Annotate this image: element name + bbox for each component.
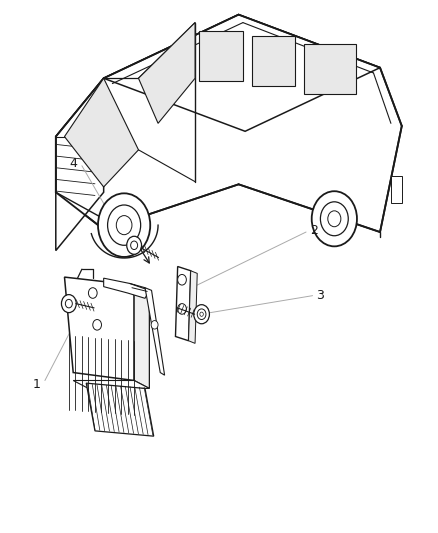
Text: 2: 2	[310, 224, 318, 237]
Circle shape	[312, 191, 357, 246]
Circle shape	[197, 309, 206, 319]
Polygon shape	[73, 381, 149, 389]
Circle shape	[116, 216, 132, 235]
Polygon shape	[188, 271, 197, 343]
Polygon shape	[145, 288, 165, 375]
Circle shape	[194, 305, 209, 324]
Circle shape	[93, 319, 102, 330]
Polygon shape	[138, 22, 195, 123]
Circle shape	[328, 211, 341, 227]
Text: 1: 1	[32, 378, 40, 391]
Polygon shape	[134, 285, 149, 389]
Polygon shape	[391, 176, 402, 203]
Circle shape	[131, 241, 138, 249]
Polygon shape	[176, 266, 191, 341]
Polygon shape	[56, 78, 104, 251]
Polygon shape	[304, 44, 356, 94]
Circle shape	[151, 320, 158, 329]
Circle shape	[108, 205, 141, 245]
Circle shape	[98, 193, 150, 257]
Polygon shape	[199, 30, 243, 81]
Polygon shape	[252, 36, 295, 86]
Polygon shape	[64, 78, 138, 187]
Polygon shape	[104, 278, 149, 298]
Polygon shape	[104, 14, 380, 131]
Circle shape	[178, 274, 186, 285]
Circle shape	[321, 202, 348, 236]
Circle shape	[88, 288, 97, 298]
Polygon shape	[64, 277, 134, 381]
Circle shape	[200, 312, 203, 317]
Circle shape	[178, 304, 186, 314]
Text: 4: 4	[69, 157, 77, 169]
Polygon shape	[86, 383, 154, 436]
Circle shape	[127, 236, 141, 254]
Circle shape	[65, 300, 72, 308]
Text: 3: 3	[317, 289, 325, 302]
Polygon shape	[56, 14, 402, 232]
Circle shape	[61, 295, 76, 313]
